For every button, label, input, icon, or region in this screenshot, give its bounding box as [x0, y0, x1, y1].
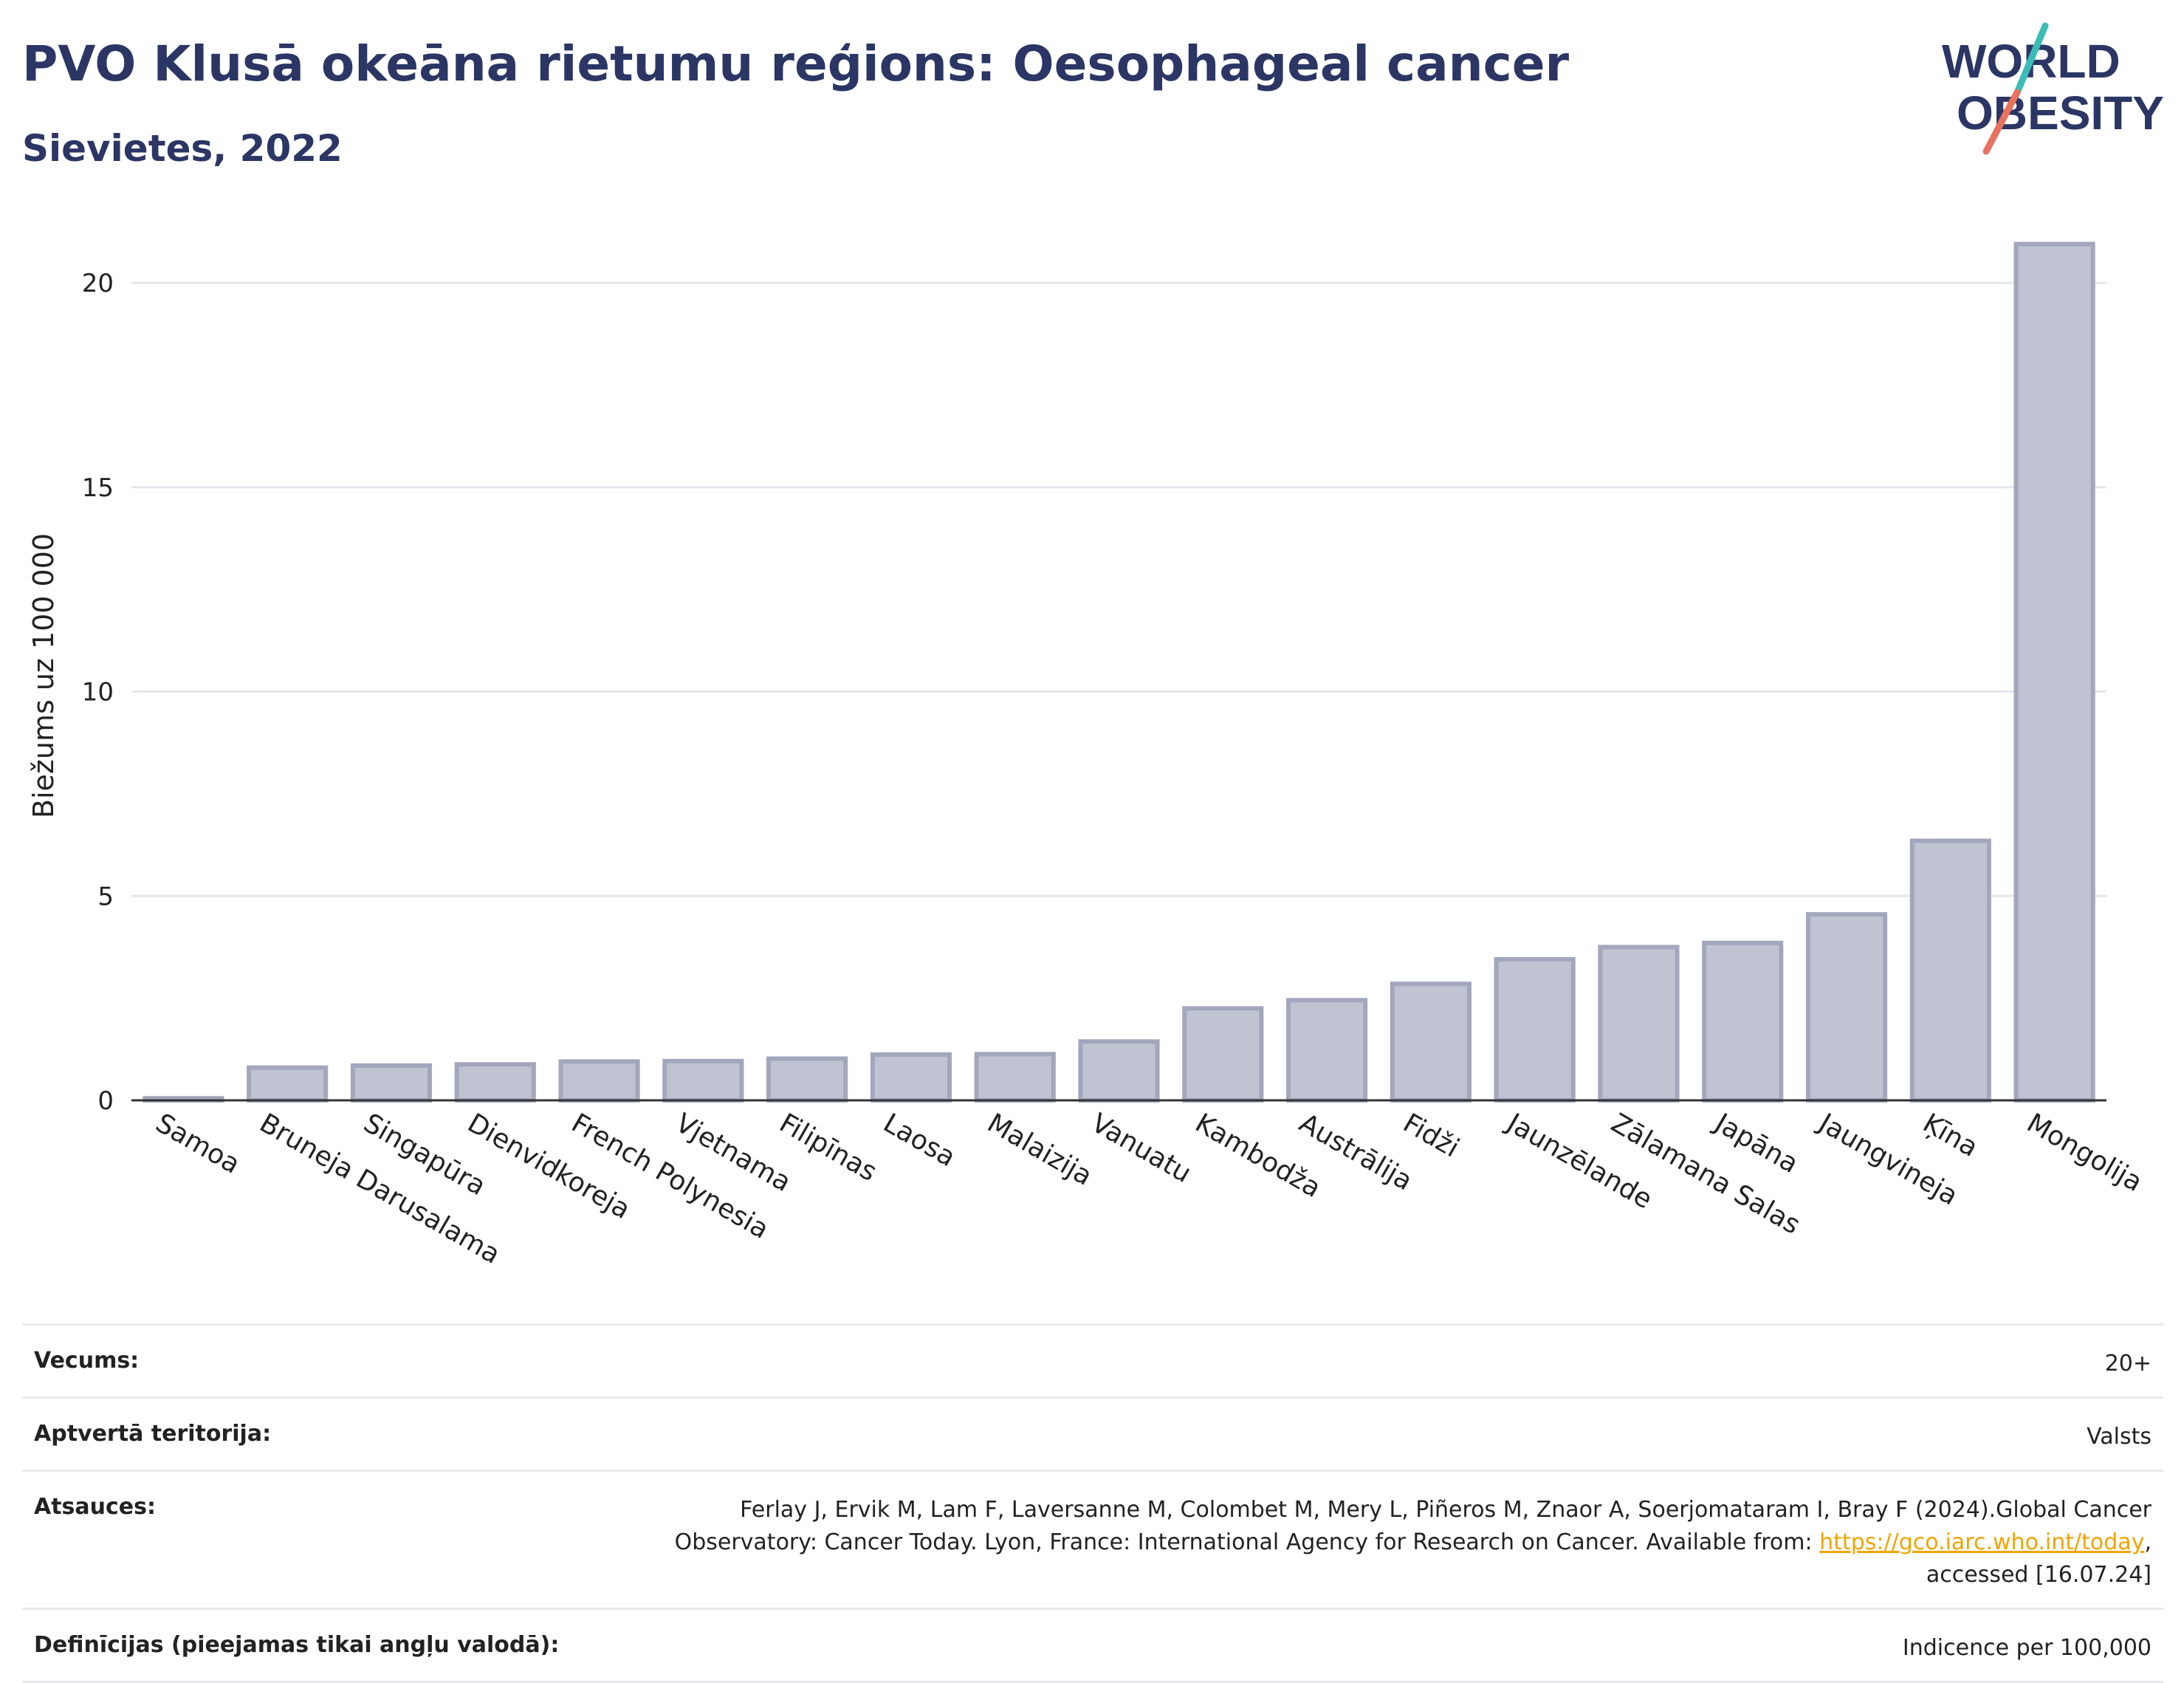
bar	[1598, 945, 1680, 1103]
bar	[1702, 940, 1784, 1103]
y-tick-label: 5	[97, 882, 114, 911]
x-tick-label: Fidži	[1398, 1108, 1464, 1163]
bar	[974, 1052, 1056, 1103]
y-tick-label: 10	[82, 678, 114, 707]
x-tick-label: Vanuatu	[1086, 1108, 1196, 1189]
bar	[2013, 241, 2095, 1103]
info-row-definitions: Definīcijas (pieejamas tikai angļu valod…	[22, 1608, 2163, 1683]
info-value-definitions: Indicence per 100,000	[1902, 1635, 2152, 1661]
x-tick-label: Ķīna	[1917, 1108, 1982, 1163]
y-tick-label: 0	[97, 1086, 114, 1116]
x-tick-label: Malaizija	[982, 1108, 1097, 1192]
x-tick-label: Mongolija	[2022, 1108, 2147, 1198]
reference-line-1: Ferlay J, Ervik M, Lam F, Laversanne M, …	[740, 1497, 2152, 1523]
y-tick-label: 15	[82, 473, 114, 503]
info-label-definitions: Definīcijas (pieejamas tikai angļu valod…	[34, 1632, 560, 1658]
logo-line2: OBESITY	[1957, 86, 2164, 140]
bar	[1909, 838, 1991, 1103]
x-tick-label: Zālamana Salas	[1606, 1108, 1805, 1240]
x-tick-label: Laosa	[878, 1108, 960, 1173]
bar	[350, 1063, 433, 1103]
bar	[454, 1062, 536, 1103]
info-value-age: 20+	[2104, 1351, 2152, 1377]
info-label-references: Atsauces:	[34, 1494, 156, 1520]
bar	[766, 1056, 848, 1103]
world-obesity-logo: WORLD OBESITY	[1942, 22, 2164, 155]
info-value-references: Ferlay J, Ervik M, Lam F, Laversanne M, …	[675, 1494, 2152, 1591]
x-tick-label: Samoa	[151, 1108, 245, 1180]
bar	[558, 1059, 640, 1103]
bar	[247, 1065, 329, 1103]
info-value-territory: Valsts	[2087, 1424, 2152, 1450]
bar	[870, 1052, 952, 1103]
chart-subtitle: Sievietes, 2022	[22, 127, 343, 170]
logo-slash-coral	[1982, 89, 2021, 155]
info-label-age: Vecums:	[34, 1348, 140, 1374]
bar	[662, 1058, 744, 1103]
y-axis-label: Biežums uz 100 000	[27, 533, 60, 818]
reference-line-3: accessed [16.07.24]	[1926, 1562, 2152, 1588]
reference-link-suffix: ,	[2144, 1529, 2152, 1555]
logo-slash-teal	[2012, 22, 2049, 100]
info-label-territory: Aptvertā teritorija:	[34, 1421, 272, 1447]
info-row-references: Atsauces: Ferlay J, Ervik M, Lam F, Lave…	[22, 1470, 2163, 1608]
info-table: Vecums: 20+ Aptvertā teritorija: Valsts …	[22, 1323, 2163, 1683]
bar	[1078, 1039, 1160, 1103]
chart-title: PVO Klusā okeāna rietumu reģions: Oesoph…	[22, 35, 1570, 92]
bar	[1390, 981, 1472, 1103]
reference-line-2: Observatory: Cancer Today. Lyon, France:…	[674, 1529, 1820, 1555]
info-row-age: Vecums: 20+	[22, 1323, 2163, 1396]
reference-link[interactable]: https://gco.iarc.who.int/today	[1819, 1529, 2145, 1555]
bar	[1494, 957, 1576, 1103]
bar	[1805, 912, 1888, 1103]
y-tick-label: 20	[82, 269, 114, 298]
info-row-territory: Aptvertā teritorija: Valsts	[22, 1396, 2163, 1470]
bar	[1182, 1006, 1264, 1103]
bar	[1285, 998, 1368, 1103]
